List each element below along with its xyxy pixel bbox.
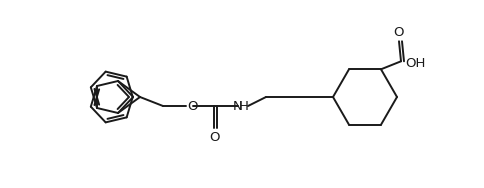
Text: N: N <box>233 99 243 112</box>
Text: O: O <box>187 99 197 112</box>
Text: H: H <box>239 99 249 112</box>
Text: OH: OH <box>405 57 425 70</box>
Text: O: O <box>394 26 404 39</box>
Text: O: O <box>209 131 219 144</box>
